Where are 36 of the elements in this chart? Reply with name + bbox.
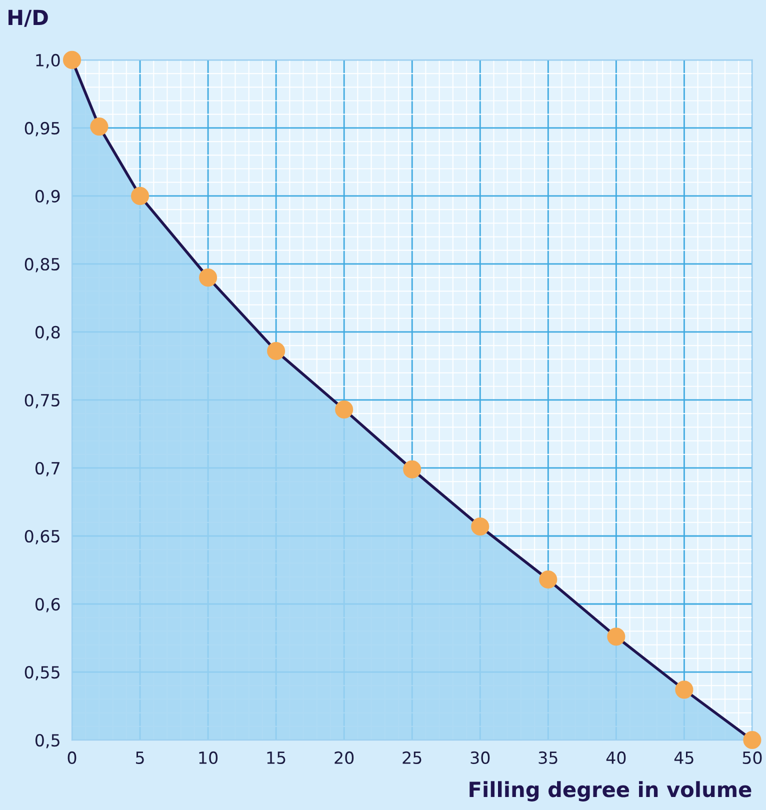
x-tick-label: 35: [538, 751, 558, 764]
y-tick-label: 0,5: [35, 734, 60, 748]
point: [403, 460, 422, 478]
x-tick-label: 40: [606, 751, 626, 764]
y-tick-label: 1,0: [36, 54, 60, 68]
point: [267, 342, 286, 360]
y-tick-label: 0,75: [24, 394, 60, 408]
y-tick-label: 0,9: [35, 190, 60, 204]
point: [62, 50, 82, 69]
x-tick-label: 50: [742, 751, 762, 764]
y-tick-label: 0,65: [24, 530, 60, 544]
x-tick-label: 30: [470, 751, 490, 764]
y-axis-title: H/D: [8, 10, 48, 27]
point: [130, 186, 150, 205]
y-tick-label: 0,55: [24, 666, 60, 680]
y-tick-label: 0,95: [24, 122, 60, 136]
point: [471, 517, 490, 536]
point: [743, 730, 762, 750]
x-tick-label: 25: [402, 751, 422, 764]
x-axis-title: Filling degree in volume: [470, 781, 752, 802]
point: [90, 118, 108, 136]
point: [199, 268, 218, 287]
x-tick-label: 10: [199, 751, 218, 764]
y-tick-label: 0,7: [35, 462, 60, 476]
point: [675, 680, 694, 699]
point: [607, 628, 626, 646]
y-tick-label: 0,85: [24, 258, 60, 272]
x-tick-label: 15: [267, 752, 286, 764]
point: [539, 570, 558, 589]
x-tick-label: 45: [674, 752, 694, 764]
point: [335, 400, 354, 419]
x-tick-label: 0: [68, 751, 76, 764]
y-tick-label: 0,6: [35, 598, 60, 612]
x-tick-label: 20: [334, 751, 354, 764]
y-tick-label: 0,8: [35, 326, 60, 340]
x-tick-label: 5: [136, 752, 144, 764]
